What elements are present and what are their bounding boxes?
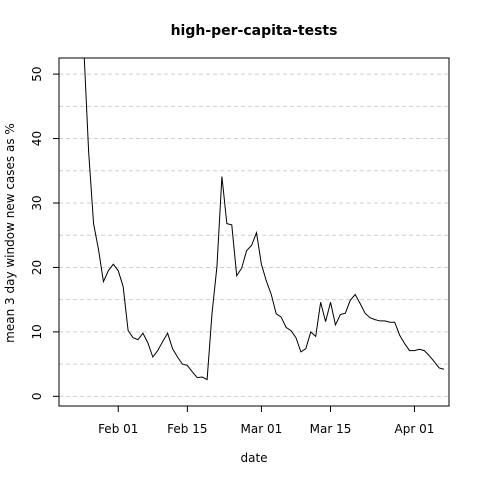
y-tick-label: 50 [30,66,44,81]
x-tick-label: Feb 15 [167,422,207,436]
y-tick-label: 40 [30,131,44,146]
plot-area [83,58,445,381]
y-tick-label: 30 [30,195,44,210]
y-tick-label: 20 [30,260,44,275]
x-axis-label: date [240,451,267,465]
x-tick-label: Apr 01 [395,422,435,436]
x-tick-label: Mar 15 [310,422,352,436]
x-tick-label: Feb 01 [98,422,138,436]
y-axis: 0 10 20 30 40 50 [30,66,59,400]
x-tick-label: Mar 01 [241,422,283,436]
gridlines [59,73,449,397]
x-axis: Feb 01 Feb 15 Mar 01 Mar 15 Apr 01 [98,406,434,436]
y-tick-label: 10 [30,324,44,339]
chart-title: high-per-capita-tests [171,23,338,39]
y-axis-label: mean 3 day window new cases as % [3,123,17,343]
y-tick-label: 0 [30,393,44,401]
plot-box [58,57,450,407]
series-line [83,58,445,381]
